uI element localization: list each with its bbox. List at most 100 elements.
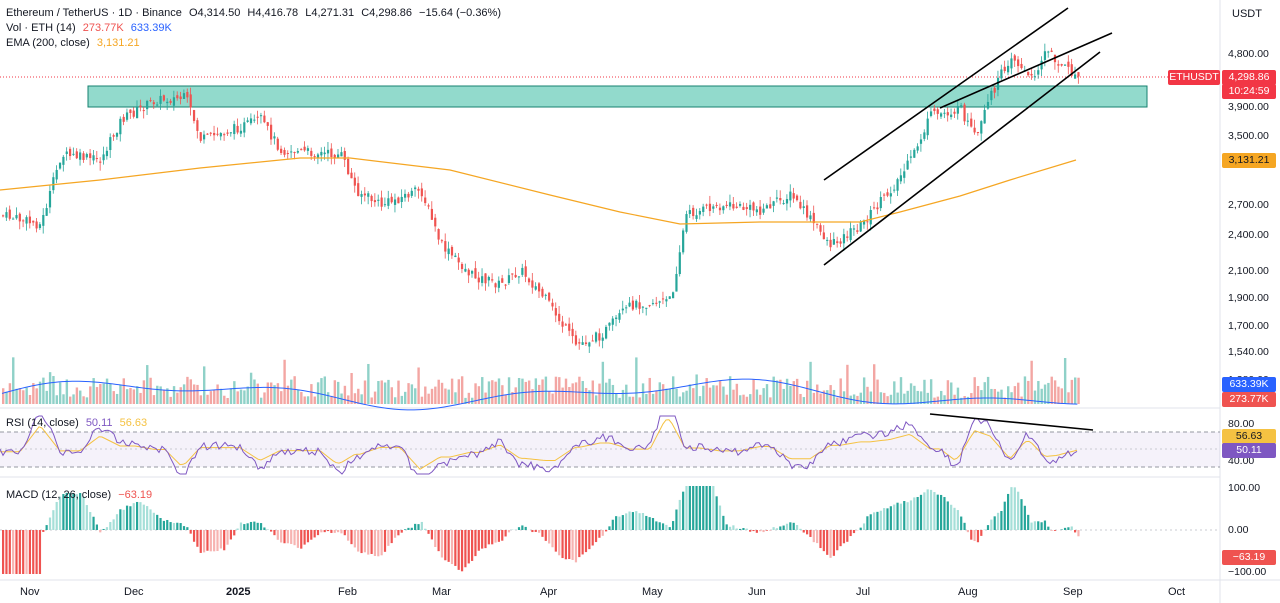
rsi-ma-line (0, 419, 1078, 470)
volume-bar (973, 377, 976, 404)
candle-body (816, 223, 819, 225)
candle-body (38, 224, 42, 229)
candle-body (58, 162, 62, 169)
candle-body (869, 209, 872, 225)
candle-body (5, 212, 8, 218)
candle-body (919, 139, 923, 144)
candle-body (658, 301, 661, 303)
candle-body (799, 201, 802, 209)
candle-body (973, 127, 976, 133)
volume-bar (819, 393, 822, 404)
candle-body (950, 114, 953, 118)
volume-bar (722, 386, 725, 404)
macd-bar (45, 525, 48, 530)
candle-body (531, 280, 534, 288)
candle-body (303, 146, 306, 151)
candle-body (112, 135, 115, 137)
candle-body (417, 188, 420, 191)
candle-body (226, 132, 229, 134)
macd-histogram (2, 486, 1080, 574)
macd-bar (1037, 521, 1040, 530)
volume-bar (166, 388, 169, 404)
volume-bar (58, 382, 62, 404)
macd-bar (541, 530, 544, 537)
volume-bar (682, 392, 685, 404)
candle-body (132, 110, 135, 117)
candle-body (393, 199, 397, 205)
volume-bar (571, 383, 574, 404)
volume-bar (980, 390, 983, 404)
macd-bar (893, 504, 896, 530)
macd-bar (186, 527, 189, 530)
macd-bar (414, 523, 417, 530)
macd-bar (678, 499, 681, 530)
candle-body (896, 179, 899, 191)
candle-body (819, 225, 822, 232)
macd-bar (162, 520, 165, 530)
volume-bar (903, 393, 906, 404)
macd-bar (973, 530, 976, 542)
macd-bar (836, 530, 839, 551)
volume-bar (179, 387, 182, 404)
candle-body (32, 220, 35, 223)
ohlc-change: −15.64 (−0.36%) (419, 7, 501, 19)
candle-body (1070, 64, 1073, 76)
candle-body (437, 229, 440, 240)
macd-bar (682, 491, 685, 530)
candle-body (722, 206, 725, 211)
volume-legend: Vol · ETH (14) 273.77K 633.39K (6, 21, 176, 35)
volume-bar (266, 382, 270, 404)
candle-body (109, 137, 112, 151)
volume-bar (79, 390, 82, 404)
volume-bar (440, 382, 444, 404)
candle-body (383, 204, 387, 206)
volume-bar (618, 397, 621, 404)
macd-bar (648, 517, 651, 530)
macd-bar (1027, 514, 1030, 530)
volume-bar (263, 392, 266, 404)
candle-body (594, 332, 598, 342)
candle-body (886, 192, 889, 196)
macd-bar (122, 509, 125, 530)
candle-body (762, 208, 765, 213)
volume-bar (859, 392, 862, 404)
macd-bar (1000, 511, 1003, 530)
volume-bar (625, 384, 628, 404)
macd-bar (253, 521, 256, 530)
volume-bar (119, 384, 122, 404)
candle-body (192, 110, 196, 121)
candle-body (152, 102, 155, 105)
volume-bar (745, 396, 749, 404)
candle-body (360, 194, 363, 197)
symbol-title: Ethereum / TetherUS · 1D · Binance (6, 7, 182, 19)
macd-bar (1010, 487, 1013, 530)
candle-body (534, 286, 537, 290)
macd-bar (353, 530, 356, 548)
candle-body (812, 212, 815, 224)
volume-bar (1020, 396, 1023, 404)
candle-body (293, 152, 296, 154)
volume-bar (1043, 384, 1047, 404)
time-tick-label: Aug (958, 586, 978, 598)
candle-body (253, 119, 256, 121)
volume-bar (648, 377, 651, 404)
macd-bar (584, 530, 588, 553)
volume-bar (404, 391, 407, 404)
candle-body (1060, 64, 1063, 66)
macd-bar (219, 530, 222, 549)
candle-body (574, 335, 578, 345)
candle-body (769, 204, 772, 209)
macd-bar (132, 503, 135, 530)
candle-body (772, 201, 775, 206)
candle-body (571, 328, 574, 337)
macd-bar (481, 530, 484, 549)
volume-bar (628, 396, 631, 404)
rsi-divergence-line (929, 413, 1094, 431)
candle-body (527, 278, 531, 283)
volume-bar (497, 378, 501, 404)
volume-bar (678, 396, 682, 404)
macd-bar (370, 530, 373, 554)
volume-bar (749, 394, 752, 404)
volume-bar (762, 388, 765, 404)
